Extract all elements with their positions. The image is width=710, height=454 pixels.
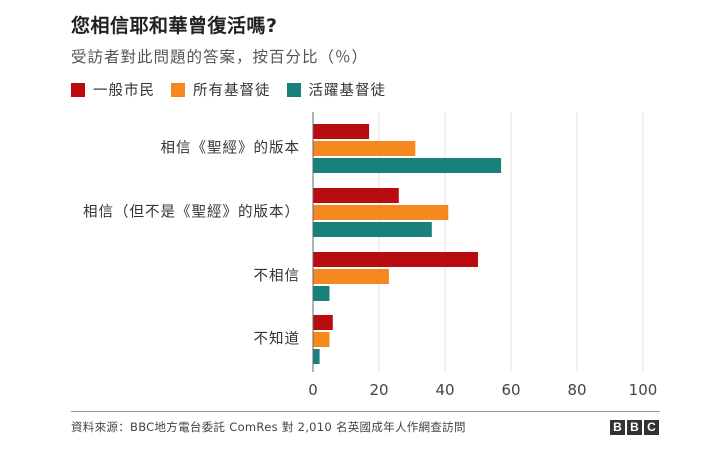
chart-title: 您相信耶和華曾復活嗎? <box>71 15 278 37</box>
bbc-logo-letter: B <box>610 420 625 435</box>
legend-item-active-christians: 活躍基督徒 <box>286 79 387 100</box>
bbc-logo-letter: B <box>627 420 642 435</box>
x-tick-label: 20 <box>369 381 388 399</box>
legend-swatch <box>71 82 85 97</box>
bar <box>313 349 320 364</box>
legend-label: 一般市民 <box>93 83 155 99</box>
x-tick-label: 40 <box>435 381 454 399</box>
bar <box>313 188 399 203</box>
legend-item-general-public: 一般市民 <box>71 79 155 100</box>
footer-divider <box>71 411 660 412</box>
bar <box>313 158 502 173</box>
category-label: 不相信 <box>254 268 301 285</box>
bar <box>313 269 389 284</box>
legend-label: 活躍基督徒 <box>308 83 386 99</box>
bar <box>313 222 432 237</box>
source-note: 資料來源：BBC地方電台委託 ComRes 對 2,010 名英國成年人作網查訪… <box>71 420 466 434</box>
x-tick-label: 80 <box>567 381 586 399</box>
bar <box>313 315 333 330</box>
x-tick-label: 0 <box>308 381 318 399</box>
bar <box>313 286 330 301</box>
legend: 一般市民 所有基督徒 活躍基督徒 <box>71 79 402 100</box>
category-label: 相信（但不是《聖經》的版本） <box>83 204 300 221</box>
x-tick-label: 60 <box>501 381 520 399</box>
x-tick-label: 100 <box>629 381 658 399</box>
chart-subtitle: 受訪者對此問題的答案，按百分比（％） <box>71 48 369 66</box>
bar <box>313 124 370 139</box>
legend-item-all-christians: 所有基督徒 <box>171 79 271 100</box>
legend-label: 所有基督徒 <box>193 83 271 99</box>
bbc-logo-letter: C <box>644 420 659 435</box>
category-label: 不知道 <box>254 331 301 348</box>
bar <box>313 205 449 220</box>
legend-swatch <box>286 82 301 97</box>
bar <box>313 332 330 347</box>
bbc-logo: B B C <box>608 420 659 435</box>
bar <box>313 141 416 156</box>
category-label: 相信《聖經》的版本 <box>161 140 301 157</box>
legend-swatch <box>171 82 185 97</box>
bar <box>313 252 478 267</box>
